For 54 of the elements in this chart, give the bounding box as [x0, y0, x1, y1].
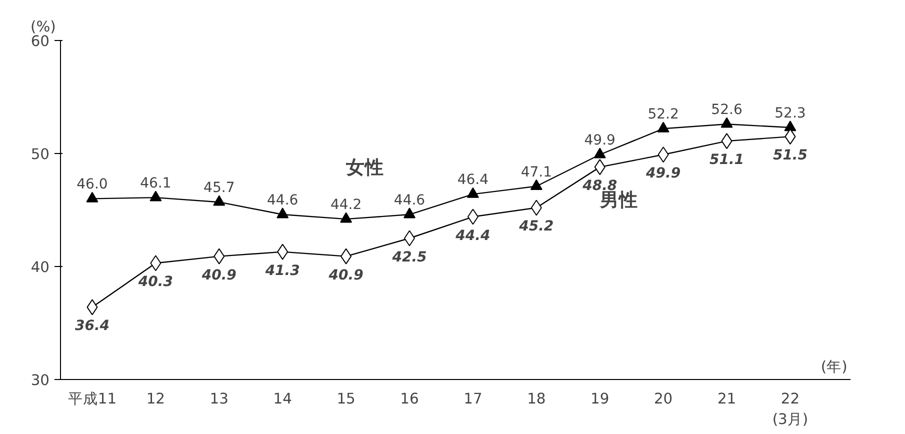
data-label: 51.5 — [772, 148, 808, 164]
data-label: 40.3 — [137, 274, 173, 290]
point — [784, 120, 796, 132]
data-label: 52.2 — [648, 106, 679, 123]
data-label: 42.5 — [391, 249, 428, 266]
point — [720, 117, 733, 128]
point — [657, 122, 670, 132]
x-tick-label: 21 — [717, 390, 736, 408]
x-tick-label: 22 (3月) — [772, 390, 808, 428]
x-tick-label: 14 — [273, 390, 292, 408]
data-label: 46.1 — [140, 176, 172, 192]
data-label: 45.2 — [518, 218, 554, 235]
data-label: 45.7 — [204, 180, 235, 196]
data-label: 44.4 — [454, 228, 490, 244]
point — [594, 148, 606, 158]
data-label: 47.1 — [520, 164, 552, 180]
x-tick-label: 19 — [590, 390, 610, 408]
point — [403, 208, 416, 218]
point — [150, 190, 162, 202]
data-label: 49.9 — [645, 166, 681, 182]
x-tick-label: 平成11 — [68, 390, 117, 408]
x-tick-label: 17 — [464, 390, 482, 408]
data-label: 44.6 — [394, 192, 426, 209]
series-label: 女性 — [345, 157, 384, 178]
point — [86, 192, 98, 202]
x-tick-label: 13 — [210, 390, 228, 408]
x-tick-label: 18 — [527, 390, 546, 408]
data-label: 51.1 — [709, 152, 744, 168]
point — [530, 179, 542, 190]
data-label: 46.0 — [76, 176, 108, 193]
y-tick-label: 40 — [30, 259, 50, 276]
x-tick-label: 20 — [654, 390, 673, 408]
data-label: 44.2 — [330, 197, 362, 214]
data-label: 40.9 — [200, 267, 237, 284]
data-label: 52.3 — [774, 106, 806, 122]
x-tick-label: 12 — [146, 390, 166, 408]
data-label: 46.4 — [457, 172, 489, 188]
data-label: 49.9 — [584, 132, 616, 149]
data-label: 41.3 — [264, 262, 300, 279]
data-label: 52.6 — [711, 102, 742, 118]
point — [213, 195, 226, 206]
y-tick-label: 60 — [30, 33, 50, 50]
y-tick-label: 50 — [30, 146, 50, 163]
point — [340, 212, 352, 223]
x-axis-title: (年) — [820, 358, 848, 376]
x-tick-label: 15 — [336, 390, 356, 408]
point — [466, 187, 479, 198]
point — [276, 208, 289, 218]
data-label: 36.4 — [74, 318, 110, 334]
y-axis-title: (%) — [30, 18, 56, 36]
y-tick-label: 30 — [30, 372, 50, 389]
data-label: 40.9 — [328, 267, 364, 284]
data-label: 44.6 — [267, 192, 298, 209]
x-tick-label: 16 — [400, 390, 419, 408]
